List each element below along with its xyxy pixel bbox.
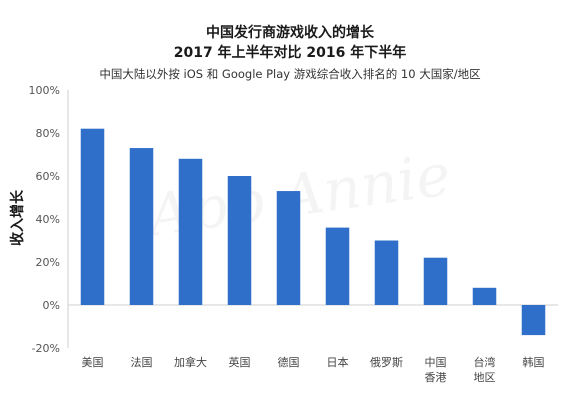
y-tick-label: 0% <box>43 299 60 312</box>
x-tick-label: 法国 <box>131 355 153 369</box>
bar <box>276 191 301 305</box>
x-tick-label: 加拿大 <box>174 355 207 369</box>
bar <box>521 305 546 336</box>
bar <box>472 287 497 305</box>
x-tick-label: 日本 <box>327 355 349 369</box>
y-tick-label: 60% <box>36 170 60 183</box>
y-tick-label: 40% <box>36 213 60 226</box>
x-tick-label: 俄罗斯 <box>370 356 403 369</box>
bar <box>227 176 252 305</box>
bar <box>374 240 399 305</box>
y-axis-label: 收入增长 <box>9 189 26 246</box>
bar <box>423 257 448 305</box>
bar <box>129 148 154 305</box>
bar <box>178 158 203 305</box>
y-axis-ticks: -20% 0% 20% 40% 60% 80% 100% <box>29 84 60 355</box>
y-tick-label: 80% <box>36 127 60 140</box>
chart-title-line-1: 中国发行商游戏收入的增长 <box>206 24 375 41</box>
bar <box>325 227 350 305</box>
y-tick-label: -20% <box>32 342 60 355</box>
x-tick-label: 中国香港 <box>425 356 447 384</box>
y-tick-label: 100% <box>29 84 60 97</box>
bar <box>80 128 105 305</box>
x-tick-label: 台湾地区 <box>474 355 496 384</box>
y-tick-label: 20% <box>36 256 60 269</box>
x-tick-label: 德国 <box>278 355 300 369</box>
chart-title-line-2: 2017 年上半年对比 2016 年下半年 <box>174 44 407 61</box>
chart-subtitle: 中国大陆以外按 iOS 和 Google Play 游戏综合收入排名的 10 大… <box>99 67 480 81</box>
x-tick-label: 韩国 <box>523 355 545 369</box>
x-axis-labels: 美国 法国 加拿大 英国 德国 日本 俄罗斯 中国香港 台湾地区 韩国 <box>82 355 545 384</box>
x-tick-label: 英国 <box>229 355 251 369</box>
bars <box>80 128 546 336</box>
x-tick-label: 美国 <box>82 356 104 369</box>
